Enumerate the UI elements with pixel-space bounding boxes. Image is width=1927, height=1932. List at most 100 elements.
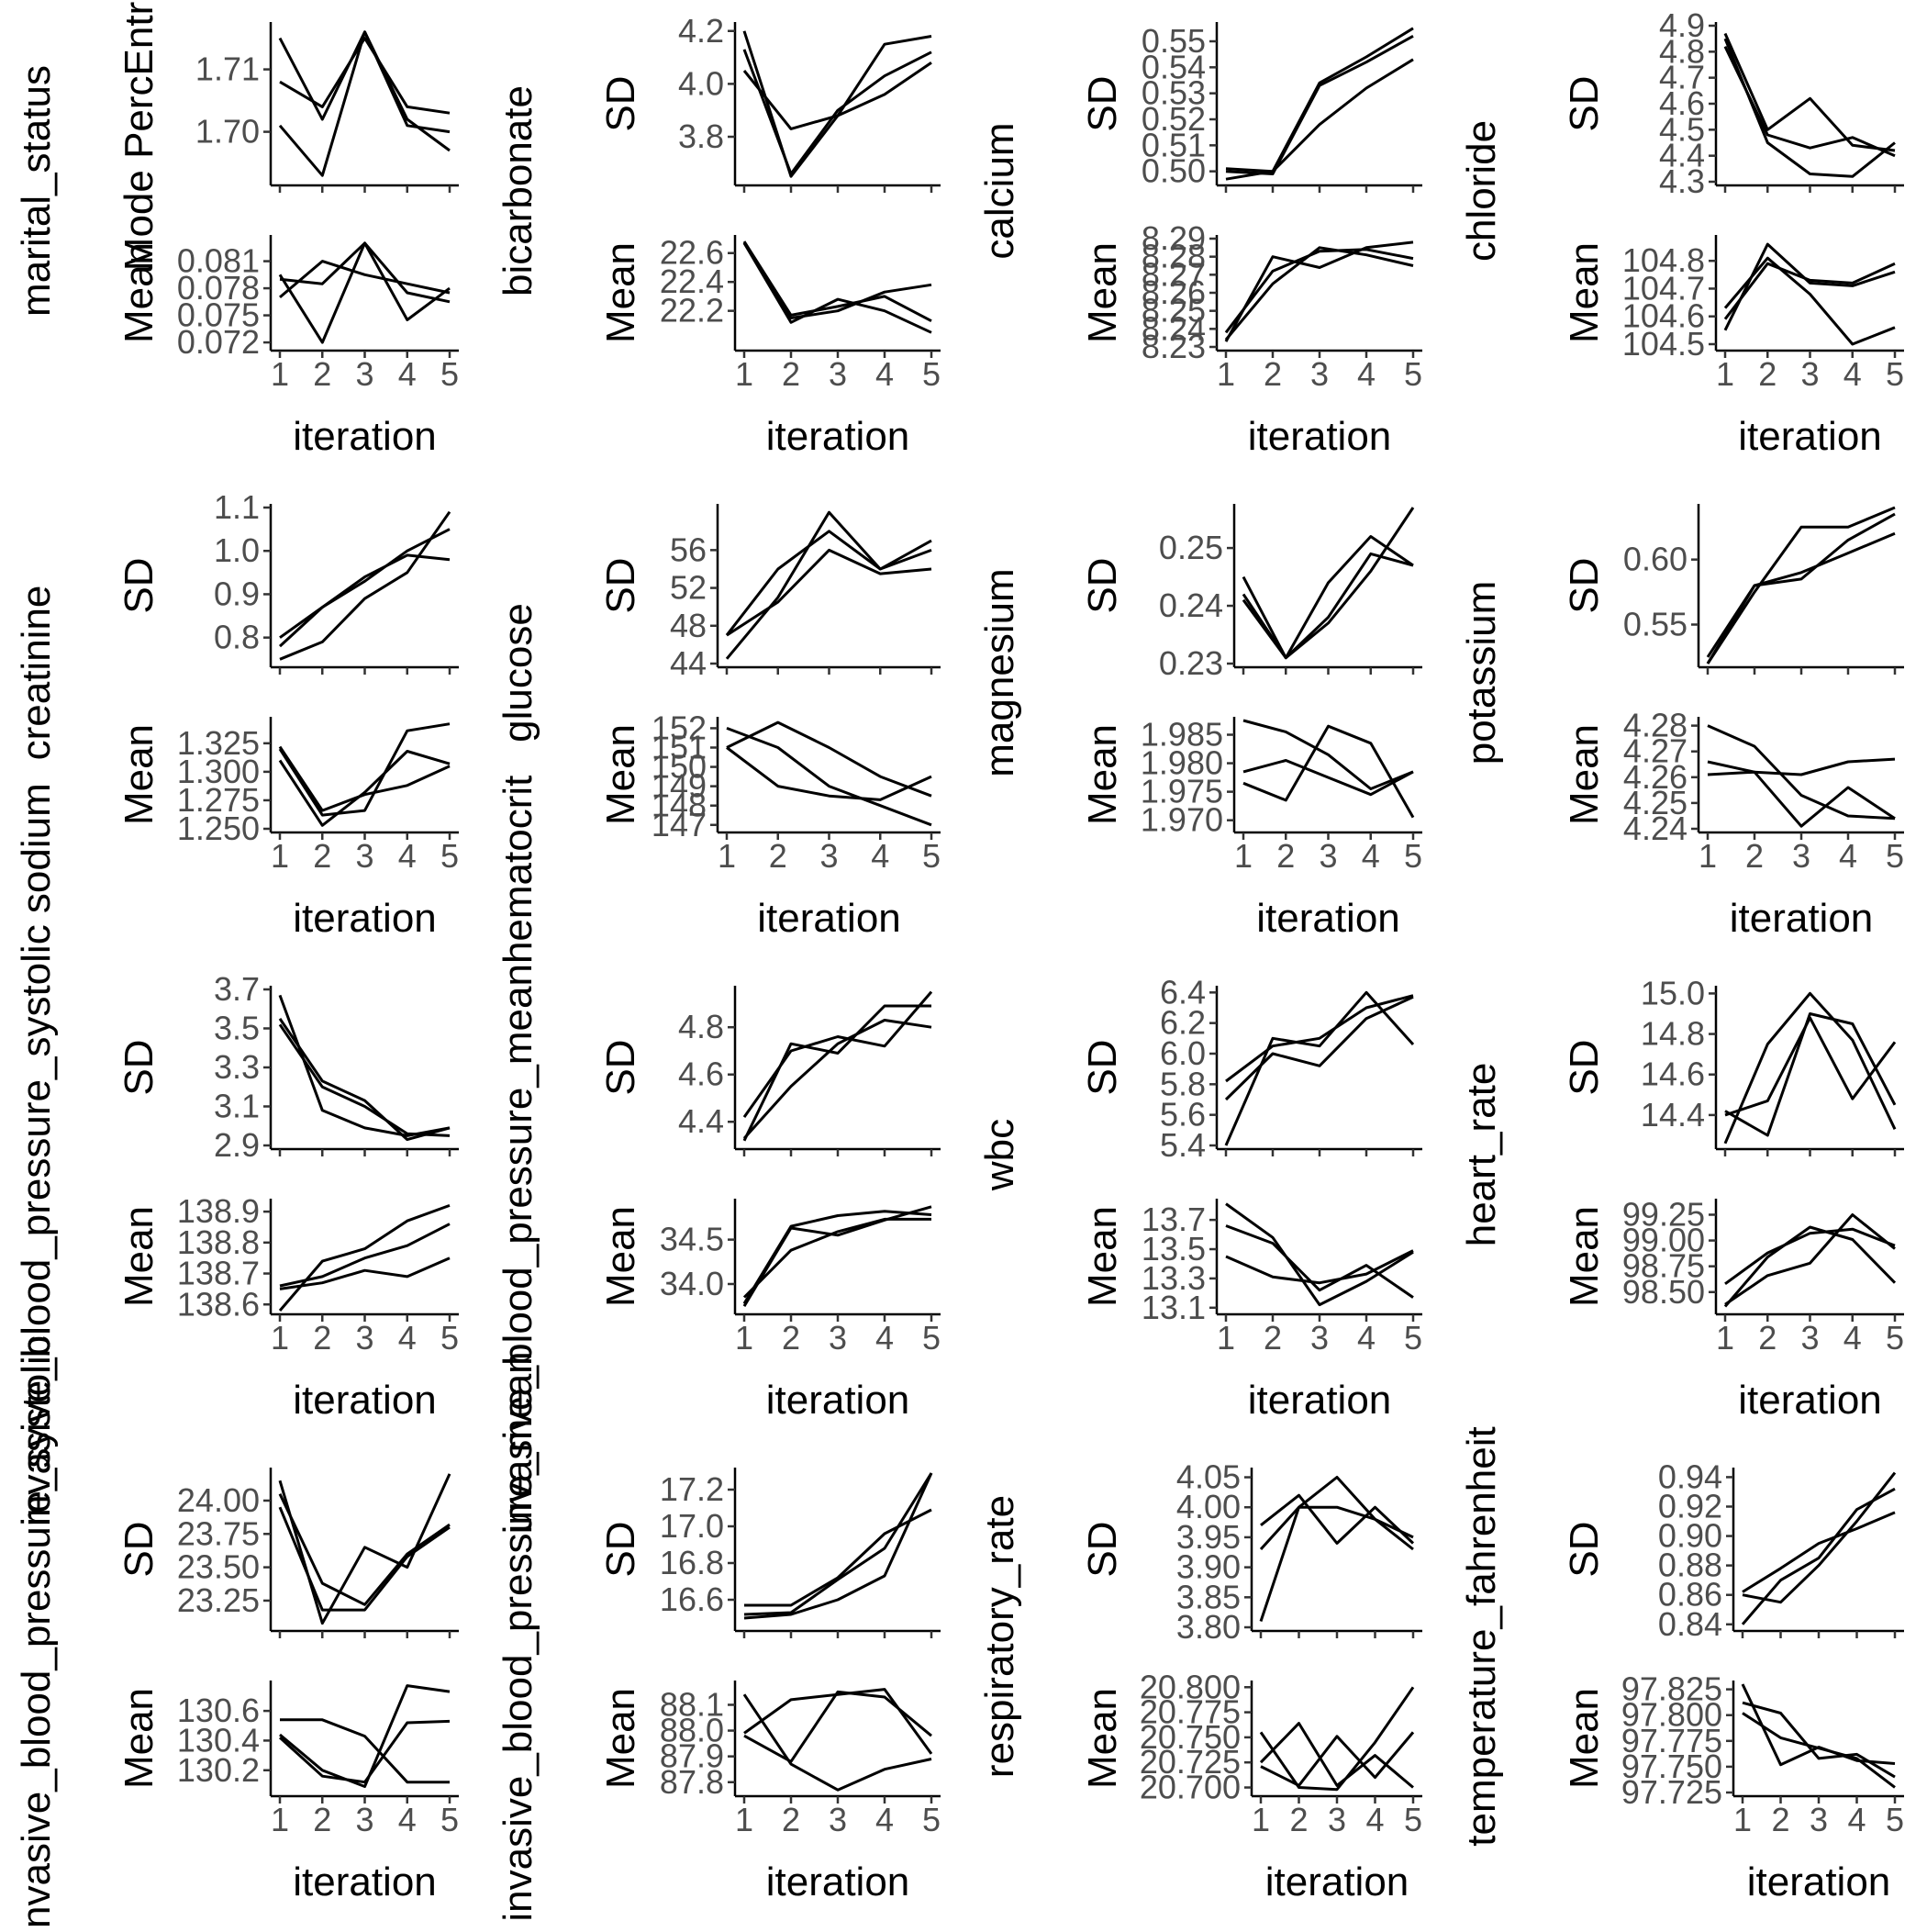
x-tick-label: 2 [1758,1319,1777,1357]
variable-title: wbc [977,1119,1022,1191]
top-subplot: 0.840.860.880.900.920.94 SD [1562,1457,1904,1643]
y-tick-label: 0.23 [1159,644,1223,682]
x-tick-label: 5 [922,837,941,875]
x-tick-label: 4 [1843,355,1862,393]
x-tick-label: 3 [355,837,373,875]
y-tick-label: 99.00 [1622,1222,1705,1259]
y-tick-label: 14.4 [1641,1096,1705,1134]
series-line-1 [742,240,932,323]
y-tick-label: 4.8 [1659,32,1705,70]
y-axis-title: SD [1562,557,1607,613]
x-tick-label: 2 [1289,1801,1308,1838]
y-tick-label: 44 [670,644,707,682]
series-line-2 [1225,58,1414,173]
x-tick-label: 2 [313,1319,331,1357]
y-tick-label: 5.8 [1160,1065,1206,1102]
y-axis-title: Mean [117,242,162,343]
y-tick-label: 130.4 [177,1721,260,1759]
y-tick-label: 1.980 [1141,744,1223,782]
y-axis-title: Mean [598,242,643,343]
y-tick-label: 4.9 [1659,6,1705,44]
variable-title: invasive_blood_pressure_systolic sodium [14,783,59,1526]
x-tick-label: 3 [355,1801,373,1838]
y-tick-label: 0.55 [1623,606,1688,643]
x-tick-label: 4 [871,837,889,875]
x-tick-label: 2 [313,355,331,393]
series-line-3 [1259,1505,1414,1551]
series-line-2 [278,1719,451,1784]
y-tick-label: 0.53 [1142,74,1206,112]
series-line-3 [1707,757,1896,776]
series-line-1 [278,30,451,134]
y-tick-label: 138.7 [177,1255,260,1292]
x-tick-label: 5 [922,1319,941,1357]
x-tick-label: 1 [1699,837,1717,875]
series-line-3 [1706,512,1896,664]
variable-title: invasive_blood_pressure_systolic [14,1335,59,1927]
y-tick-label: 151 [652,729,707,766]
series-line-3 [743,1472,933,1616]
y-tick-label: 20.700 [1140,1769,1241,1806]
panel-creatinine: creatinine 0.80.91.01.1SD1.2501.2751.3001… [14,488,459,941]
y-tick-label: 0.55 [1142,22,1206,60]
y-tick-label: 97.800 [1621,1696,1722,1734]
x-tick-label: 3 [355,1319,373,1357]
x-tick-label: 1 [735,1801,753,1838]
y-axis-title: Mean [598,1688,643,1789]
y-axis-title: Mean [117,724,162,825]
series-line-3 [278,528,451,648]
y-tick-label: 8.25 [1142,292,1206,329]
series-line-1 [278,722,451,817]
x-tick-label: 3 [829,355,847,393]
y-tick-label: 0.25 [1159,529,1223,566]
x-tick-label: 5 [440,355,459,393]
variable-title: invasive_blood_pressure_meanhematocrit [496,776,540,1535]
series-line-1 [1225,1202,1414,1307]
x-tick-label: 1 [1234,837,1253,875]
series-line-2 [278,750,451,827]
x-tick-label: 5 [1404,1319,1422,1357]
x-tick-label: 4 [1847,1801,1866,1838]
series-line-2 [279,260,451,299]
series-line-3 [279,1256,451,1290]
y-tick-label: 99.25 [1622,1195,1705,1233]
y-axis-title: Mean [1562,242,1607,343]
series-line-3 [1723,38,1896,178]
x-axis-title: iteration [1730,896,1874,941]
y-axis-title: Mean [1080,242,1125,343]
series-line-3 [278,30,451,177]
variable-title: calcium [977,122,1022,259]
y-tick-label: 52 [670,569,707,607]
y-tick-label: 4.0 [678,64,724,102]
x-tick-label: 3 [829,1319,847,1357]
x-tick-label: 4 [398,1801,417,1838]
y-tick-label: 1.71 [195,50,260,88]
x-tick-label: 2 [1758,355,1777,393]
y-tick-label: 1.970 [1141,801,1223,839]
y-axis-title: SD [117,1039,162,1095]
y-axis-title: Mean [598,1206,643,1307]
series-line-3 [1224,248,1414,334]
top-subplot: 0.500.510.520.530.540.55 SD [1080,22,1422,193]
x-tick-label: 1 [735,355,753,393]
x-tick-label: 3 [1310,355,1329,393]
x-axis-title: iteration [1256,896,1400,941]
y-axis-title: SD [598,75,643,131]
x-axis-title: iteration [1738,414,1882,459]
x-tick-label: 5 [922,355,941,393]
series-line-3 [278,745,451,812]
y-tick-label: 6.0 [1160,1034,1206,1072]
series-line-2 [1724,1227,1896,1286]
y-tick-label: 20.800 [1140,1668,1241,1705]
y-tick-label: 4.8 [678,1008,724,1045]
panel-calcium: calcium 0.500.510.520.530.540.55SD8.238.2… [977,22,1422,459]
y-tick-label: 104.5 [1622,325,1705,363]
y-axis-title: SD [1080,1039,1125,1095]
series-line-1 [742,1004,931,1142]
x-axis-title: iteration [766,1859,910,1904]
y-tick-label: 3.80 [1176,1608,1241,1646]
